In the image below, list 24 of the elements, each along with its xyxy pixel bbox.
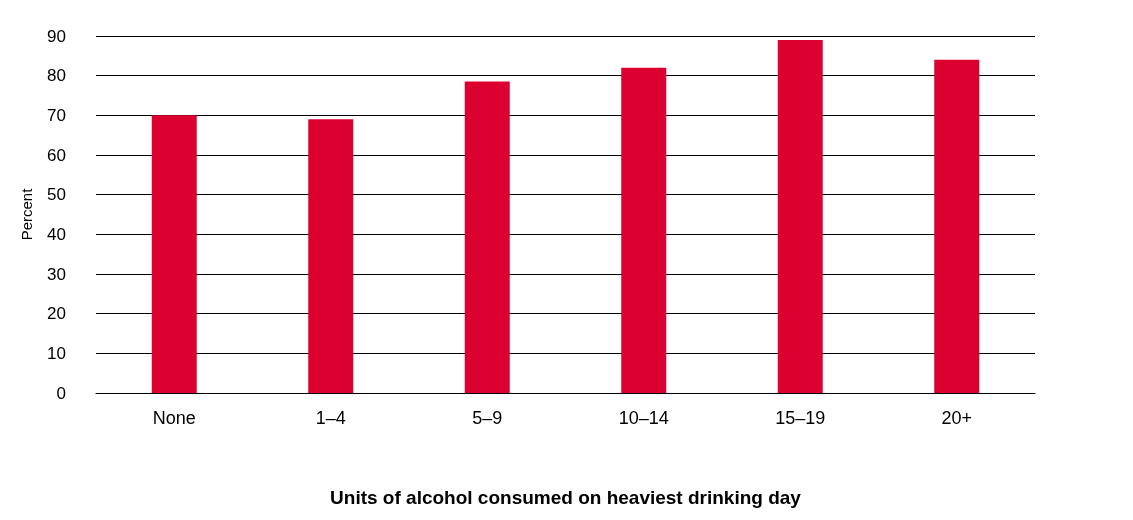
y-tick-label: 20 <box>47 304 66 324</box>
x-axis-title: Units of alcohol consumed on heaviest drinking day <box>330 487 802 508</box>
y-tick-label: 40 <box>47 224 66 244</box>
x-tick-label: 5–9 <box>472 408 503 428</box>
y-tick-label: 30 <box>47 264 66 284</box>
x-tick-label: 1–4 <box>315 408 346 428</box>
x-tick-label: 20+ <box>941 408 973 428</box>
bar <box>464 81 510 393</box>
y-axis-title: Percent <box>18 187 35 241</box>
y-tick-label: 70 <box>47 105 66 125</box>
bar <box>777 39 823 393</box>
y-tick-label: 80 <box>47 66 66 86</box>
x-tick-label: 15–19 <box>775 408 826 428</box>
y-tick-label: 90 <box>47 26 66 46</box>
y-tick-label: 60 <box>47 145 66 165</box>
x-tick-label: None <box>152 408 196 428</box>
y-tick-label: 50 <box>47 185 66 205</box>
y-tick-label: 0 <box>56 383 66 403</box>
y-tick-label: 10 <box>47 343 66 363</box>
bar <box>151 115 197 393</box>
bar <box>308 119 354 393</box>
x-tick-label: 10–14 <box>618 408 669 428</box>
bar <box>934 59 980 393</box>
bar <box>621 67 667 393</box>
